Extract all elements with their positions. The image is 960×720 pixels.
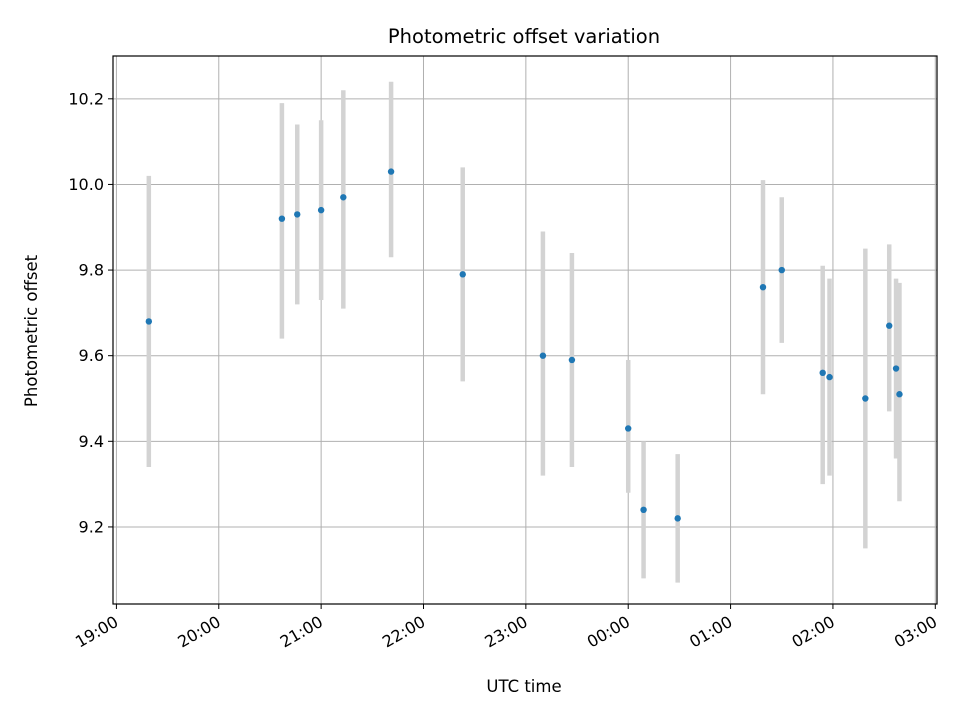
data-point — [145, 318, 153, 325]
data-point — [568, 356, 576, 364]
data-point — [886, 322, 893, 329]
data-point — [640, 506, 647, 514]
y-tick-label: 10.0 — [68, 175, 104, 194]
y-tick-label: 9.4 — [79, 432, 104, 451]
data-point — [826, 373, 833, 381]
data-point — [892, 365, 900, 372]
plot-frame — [112, 55, 938, 605]
data-point — [674, 515, 681, 522]
data-point — [819, 369, 826, 377]
data-point — [459, 271, 466, 278]
data-points — [145, 168, 903, 522]
data-point — [539, 352, 547, 359]
x-axis-label: UTC time — [486, 677, 561, 696]
y-tick-label: 10.2 — [68, 89, 104, 108]
data-point — [759, 283, 767, 291]
data-point — [625, 425, 632, 432]
y-axis-label: Photometric offset — [22, 254, 41, 407]
y-axis-ticks: 9.2 9.4 9.6 9.8 10.0 10.2 — [68, 89, 113, 536]
y-tick-label: 9.6 — [79, 346, 104, 365]
data-point — [294, 211, 301, 218]
data-point — [862, 395, 869, 402]
data-point — [778, 266, 785, 274]
data-point — [340, 194, 347, 201]
grid — [113, 56, 937, 604]
data-point — [278, 215, 286, 222]
y-tick-label: 9.2 — [79, 517, 104, 536]
data-point — [317, 206, 325, 214]
chart-title: Photometric offset variation — [388, 25, 660, 48]
data-point — [387, 168, 395, 175]
data-point — [896, 391, 903, 398]
y-tick-label: 9.8 — [79, 261, 104, 280]
